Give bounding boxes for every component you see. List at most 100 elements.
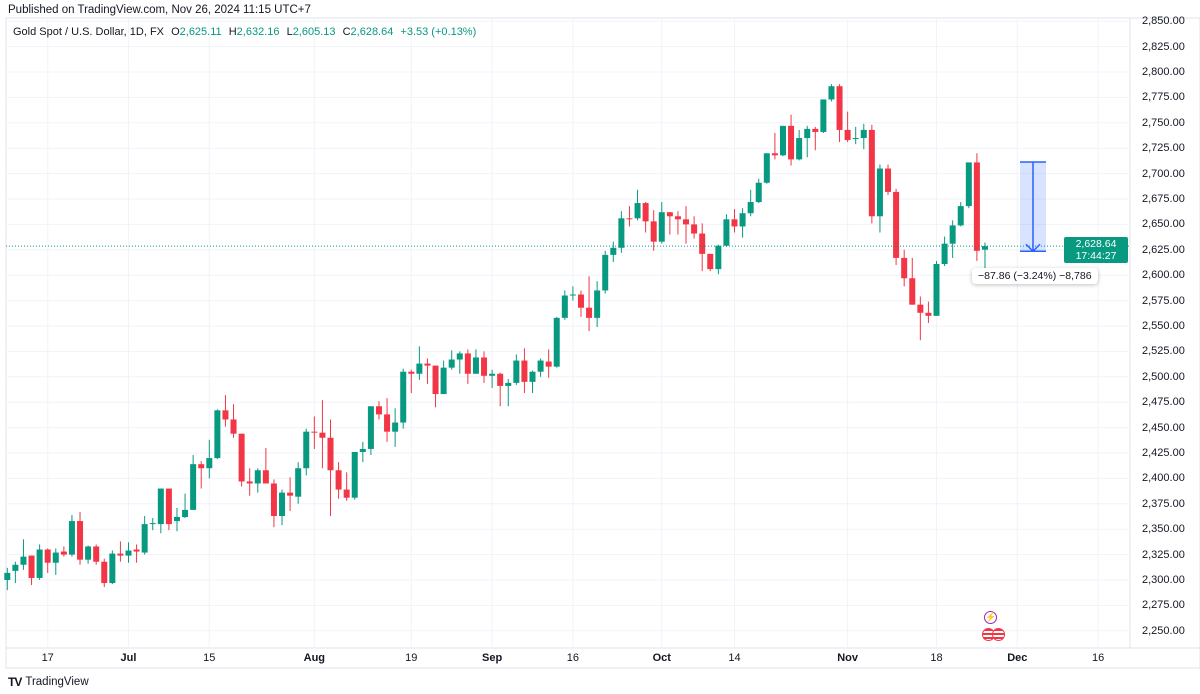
candle-body xyxy=(804,128,811,139)
candle-body xyxy=(917,304,924,313)
candle-body xyxy=(262,470,269,484)
candle xyxy=(295,462,302,504)
candle-body xyxy=(594,290,601,318)
symbol-name[interactable]: Gold Spot / U.S. Dollar, 1D, FX xyxy=(13,26,165,38)
candle xyxy=(141,515,148,555)
candle-body xyxy=(4,572,11,580)
price-tick-label: 2,475.00 xyxy=(1142,396,1185,409)
candle-body xyxy=(545,361,552,367)
candle xyxy=(375,401,382,420)
us-flag-icon[interactable] xyxy=(992,628,1005,641)
candle xyxy=(796,129,803,161)
candle-body xyxy=(925,312,932,316)
candle xyxy=(739,208,746,238)
candle-body xyxy=(836,86,843,130)
candle-body xyxy=(157,488,164,525)
candle xyxy=(279,489,286,526)
candle xyxy=(85,545,92,564)
published-caption: Published on TradingView.com, Nov 26, 20… xyxy=(8,4,311,16)
price-tick-label: 2,525.00 xyxy=(1142,345,1185,358)
candle xyxy=(804,125,811,158)
candle xyxy=(60,546,67,557)
lightning-icon[interactable]: ⚡ xyxy=(984,611,997,624)
price-tick-label: 2,275.00 xyxy=(1142,599,1185,612)
candle-body xyxy=(448,359,455,368)
tradingview-brand[interactable]: TV TradingView xyxy=(8,675,89,689)
candle xyxy=(303,428,310,476)
measure-label: −87.86 (−3.24%) −8,786 xyxy=(972,268,1098,284)
candle xyxy=(860,123,867,150)
candle xyxy=(36,544,43,580)
candle-body xyxy=(577,294,584,308)
candle-body xyxy=(182,509,189,518)
candle xyxy=(973,153,980,261)
candle-body xyxy=(68,521,75,555)
candle-body xyxy=(965,162,972,207)
candle xyxy=(925,301,932,323)
candle-body xyxy=(973,162,980,251)
symbol-legend: Gold Spot / U.S. Dollar, 1D, FX O2,625.1… xyxy=(13,26,476,38)
candle-body xyxy=(812,128,819,132)
candle-body xyxy=(868,129,875,217)
open-label: O xyxy=(171,26,180,38)
candle-body xyxy=(117,553,124,556)
candle-body xyxy=(885,168,892,192)
candle xyxy=(432,365,439,408)
price-tick-label: 2,850.00 xyxy=(1142,15,1185,28)
candle xyxy=(497,372,504,407)
candle xyxy=(351,451,358,500)
candle-body xyxy=(93,546,100,562)
candle xyxy=(876,164,883,233)
candle-body xyxy=(206,458,213,469)
candle xyxy=(634,189,641,221)
measure-tool[interactable] xyxy=(1020,161,1046,253)
candle-body xyxy=(723,219,730,246)
chart-frame xyxy=(5,17,1200,669)
candle xyxy=(747,189,754,217)
candle-body xyxy=(343,489,350,498)
candle-body xyxy=(464,353,471,374)
candle-body xyxy=(165,488,172,525)
candle xyxy=(416,346,423,380)
candle xyxy=(901,249,908,287)
candle xyxy=(52,548,59,575)
candle-body xyxy=(844,129,851,141)
candle xyxy=(481,351,488,383)
high-label: H xyxy=(228,26,237,38)
candle-body xyxy=(359,448,366,452)
last-price-value: 2,628.64 xyxy=(1075,238,1117,250)
candle-body xyxy=(909,278,916,305)
candle xyxy=(182,493,189,519)
candle xyxy=(505,378,512,407)
candle xyxy=(513,354,520,385)
candle-body xyxy=(933,264,940,316)
candle xyxy=(699,223,706,272)
candle xyxy=(820,99,827,133)
candle xyxy=(109,550,116,585)
candle-body xyxy=(949,225,956,244)
candle-body xyxy=(707,253,714,270)
candle-body xyxy=(521,360,528,382)
candle-body xyxy=(12,564,19,571)
candle-body xyxy=(981,246,988,250)
candle-body xyxy=(424,363,431,366)
candle-body xyxy=(173,517,180,522)
candle-body xyxy=(416,363,423,374)
candle xyxy=(464,349,471,384)
candle-body xyxy=(392,422,399,432)
candle-body xyxy=(198,464,205,469)
candle xyxy=(602,250,609,294)
candle xyxy=(198,461,205,489)
price-tick-label: 2,575.00 xyxy=(1142,294,1185,307)
candle xyxy=(683,206,690,244)
candle xyxy=(254,468,261,493)
candle-body xyxy=(335,470,342,490)
candle xyxy=(133,544,140,563)
candle xyxy=(594,281,601,328)
candle-body xyxy=(739,213,746,227)
candle-body xyxy=(852,138,859,140)
arrow-down-icon xyxy=(1025,243,1041,253)
price-tick-label: 2,550.00 xyxy=(1142,320,1185,332)
time-tick-label: Jul xyxy=(120,652,137,664)
